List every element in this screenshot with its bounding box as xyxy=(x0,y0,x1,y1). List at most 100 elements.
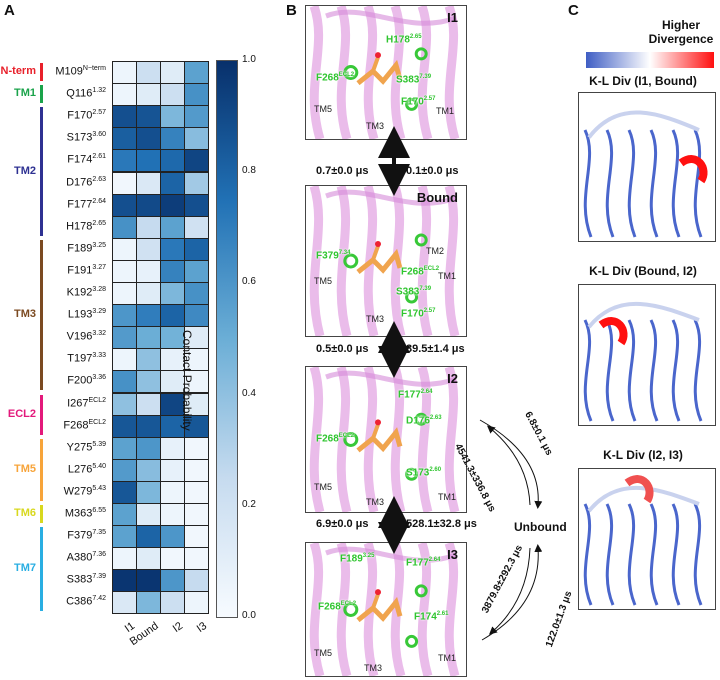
group-label: TM5 xyxy=(14,462,36,475)
heatmap-cell xyxy=(112,569,137,593)
divergence-colorbar xyxy=(586,52,714,68)
heatmap-cell xyxy=(160,282,185,306)
kl-structure xyxy=(578,92,716,242)
residue-annotation: D1762.63 xyxy=(406,415,442,427)
protein-cartoon xyxy=(309,367,460,512)
heatmap-cell xyxy=(112,458,137,482)
heatmap-cell xyxy=(112,61,137,85)
heatmap-cell xyxy=(112,83,137,107)
heatmap-cell xyxy=(184,61,209,85)
heatmap-cell xyxy=(184,237,209,261)
group-label: TM2 xyxy=(14,164,36,177)
heatmap-cell xyxy=(184,304,209,328)
heatmap-cell xyxy=(136,348,161,372)
heatmap-cell xyxy=(160,83,185,107)
heatmap-cell xyxy=(184,83,209,107)
residue-label: F1702.57 xyxy=(67,109,106,122)
heatmap-cell xyxy=(112,282,137,306)
heatmap-cell xyxy=(112,326,137,350)
residue-annotation: F1742.61 xyxy=(414,611,449,623)
heatmap-cell xyxy=(184,547,209,571)
heatmap-cell xyxy=(160,127,185,151)
colorbar-label: Contact Probability xyxy=(180,330,194,431)
heatmap-cell xyxy=(160,237,185,261)
group-bar xyxy=(40,438,43,501)
colorbar-tick: 0.0 xyxy=(242,610,256,621)
residue-label: F268ECL2 xyxy=(63,418,106,432)
group-label: N-term xyxy=(0,65,36,78)
heatmap-cell xyxy=(136,569,161,593)
heatmap-cell xyxy=(112,547,137,571)
heatmap-cell xyxy=(160,171,185,195)
kl-panel-title: K-L Div (I1, Bound) xyxy=(589,74,697,88)
kl-structure xyxy=(578,468,716,610)
residue-annotation: F3797.34 xyxy=(316,250,351,262)
colorbar-tick: 0.2 xyxy=(242,498,256,510)
heatmap-cell xyxy=(112,193,137,217)
heatmap-cell xyxy=(160,458,185,482)
rate-bound-i2-right: 39.5±1.4 μs xyxy=(406,343,465,355)
heatmap-cell xyxy=(184,282,209,306)
helix-label: TM5 xyxy=(314,648,332,658)
heatmap-cell xyxy=(160,105,185,129)
heatmap-cell xyxy=(136,503,161,527)
helix-label: TM5 xyxy=(314,276,332,286)
heatmap-cell xyxy=(112,105,137,129)
group-label: TM7 xyxy=(14,562,36,575)
residue-label: A3807.36 xyxy=(66,551,106,564)
helix-label: TM1 xyxy=(438,271,456,281)
helix-label: TM3 xyxy=(364,663,382,673)
state-snapshot: I1 H1782.65 F268ECL2 S3837.39 F1702.57 TM5 TM3… xyxy=(305,5,467,140)
heatmap-cell xyxy=(160,193,185,217)
heatmap-cell xyxy=(184,503,209,527)
heatmap-cell xyxy=(160,591,185,615)
heatmap-cell xyxy=(160,569,185,593)
kl-panel-title: K-L Div (I2, I3) xyxy=(603,448,683,462)
residue-annotation: S1732.60 xyxy=(406,467,442,479)
heatmap-cell xyxy=(112,480,137,504)
helix-label: TM5 xyxy=(314,104,332,114)
residue-annotation: F268ECL2 xyxy=(318,601,357,613)
heatmap-cell xyxy=(136,259,161,283)
heatmap-cell xyxy=(112,259,137,283)
rate-i1-bound-left: 0.7±0.0 μs xyxy=(316,165,369,177)
heatmap-cell xyxy=(136,525,161,549)
helix-label: TM3 xyxy=(366,121,384,131)
heatmap-cell xyxy=(136,304,161,328)
heatmap-cell xyxy=(136,458,161,482)
residue-label: I267ECL2 xyxy=(67,396,106,410)
heatmap-cell xyxy=(112,591,137,615)
heatmap-cell xyxy=(112,392,137,416)
heatmap-cell xyxy=(160,304,185,328)
group-bar xyxy=(40,239,43,391)
heatmap-cell xyxy=(136,171,161,195)
group-label: ECL2 xyxy=(7,407,36,420)
residue-annotation: F1702.57 xyxy=(401,308,436,320)
protein-cartoon xyxy=(309,186,460,336)
helix-label: TM1 xyxy=(438,492,456,502)
residue-label: Y2755.39 xyxy=(66,440,106,454)
group-bar xyxy=(40,505,43,524)
residue-label: S3837.39 xyxy=(66,573,106,586)
heatmap-cell xyxy=(160,547,185,571)
heatmap-cell xyxy=(112,304,137,328)
residue-label: M109N−term xyxy=(55,65,106,78)
state-name: I1 xyxy=(447,10,458,25)
heatmap-cell xyxy=(136,480,161,504)
residue-annotation: F1893.25 xyxy=(340,553,375,565)
heatmap-cell xyxy=(160,503,185,527)
heatmap-cell xyxy=(136,193,161,217)
group-bar xyxy=(40,85,43,104)
heatmap-cell xyxy=(136,392,161,416)
rate-i1-bound-right: 0.1±0.0 μs xyxy=(406,165,459,177)
residue-label: K1923.28 xyxy=(66,286,106,299)
colorbar xyxy=(216,60,238,618)
heatmap-cell xyxy=(184,105,209,129)
residue-annotation: H1782.65 xyxy=(386,34,422,46)
state-name: I3 xyxy=(447,547,458,562)
heatmap-cell xyxy=(160,215,185,239)
column-label: I2 xyxy=(170,619,185,635)
helix-label: TM3 xyxy=(366,497,384,507)
residue-annotation: F268ECL2 xyxy=(316,72,355,84)
panel-b-label: B xyxy=(286,2,297,19)
